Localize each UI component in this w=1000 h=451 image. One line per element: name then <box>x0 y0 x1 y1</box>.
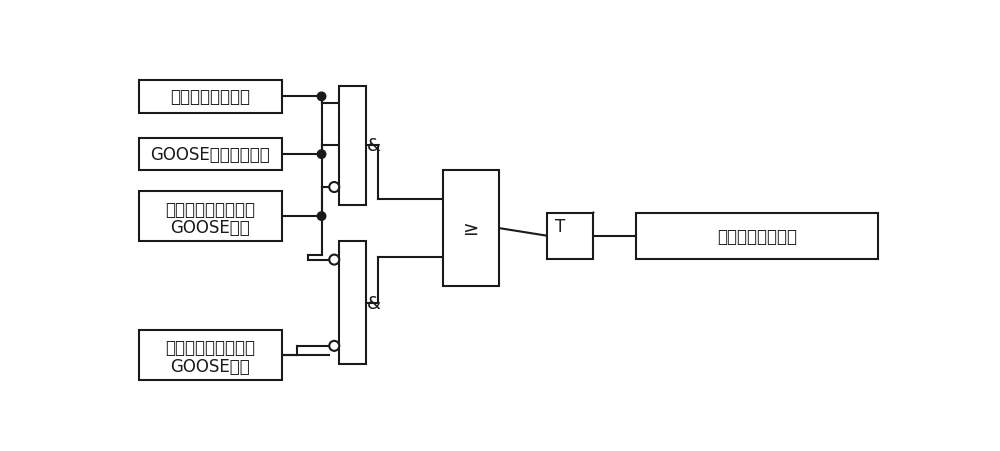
Bar <box>547 213 593 259</box>
Text: GOOSE信号: GOOSE信号 <box>170 357 250 375</box>
Text: ≥: ≥ <box>463 219 479 238</box>
Bar <box>139 81 282 113</box>
Text: 光纤差动保护失效: 光纤差动保护失效 <box>170 88 250 106</box>
Circle shape <box>329 341 339 351</box>
Bar <box>139 330 282 380</box>
Bar <box>139 192 282 242</box>
Circle shape <box>317 212 326 221</box>
Text: GOOSE网络通道正常: GOOSE网络通道正常 <box>150 146 270 164</box>
Bar <box>339 242 366 364</box>
Text: GOOSE信号: GOOSE信号 <box>170 219 250 237</box>
Text: 执行过流保护动作: 执行过流保护动作 <box>717 227 797 245</box>
Text: 出线过流保护装置的: 出线过流保护装置的 <box>165 200 255 218</box>
Text: T: T <box>555 218 565 236</box>
Bar <box>139 138 282 171</box>
Text: &: & <box>367 294 381 312</box>
Circle shape <box>317 151 326 159</box>
Circle shape <box>329 255 339 265</box>
Bar <box>443 171 499 286</box>
Text: 进线过流保护装置的: 进线过流保护装置的 <box>165 338 255 356</box>
Text: &: & <box>367 137 381 155</box>
Circle shape <box>317 93 326 101</box>
Bar <box>339 87 366 206</box>
Circle shape <box>329 183 339 193</box>
Bar <box>636 213 878 259</box>
